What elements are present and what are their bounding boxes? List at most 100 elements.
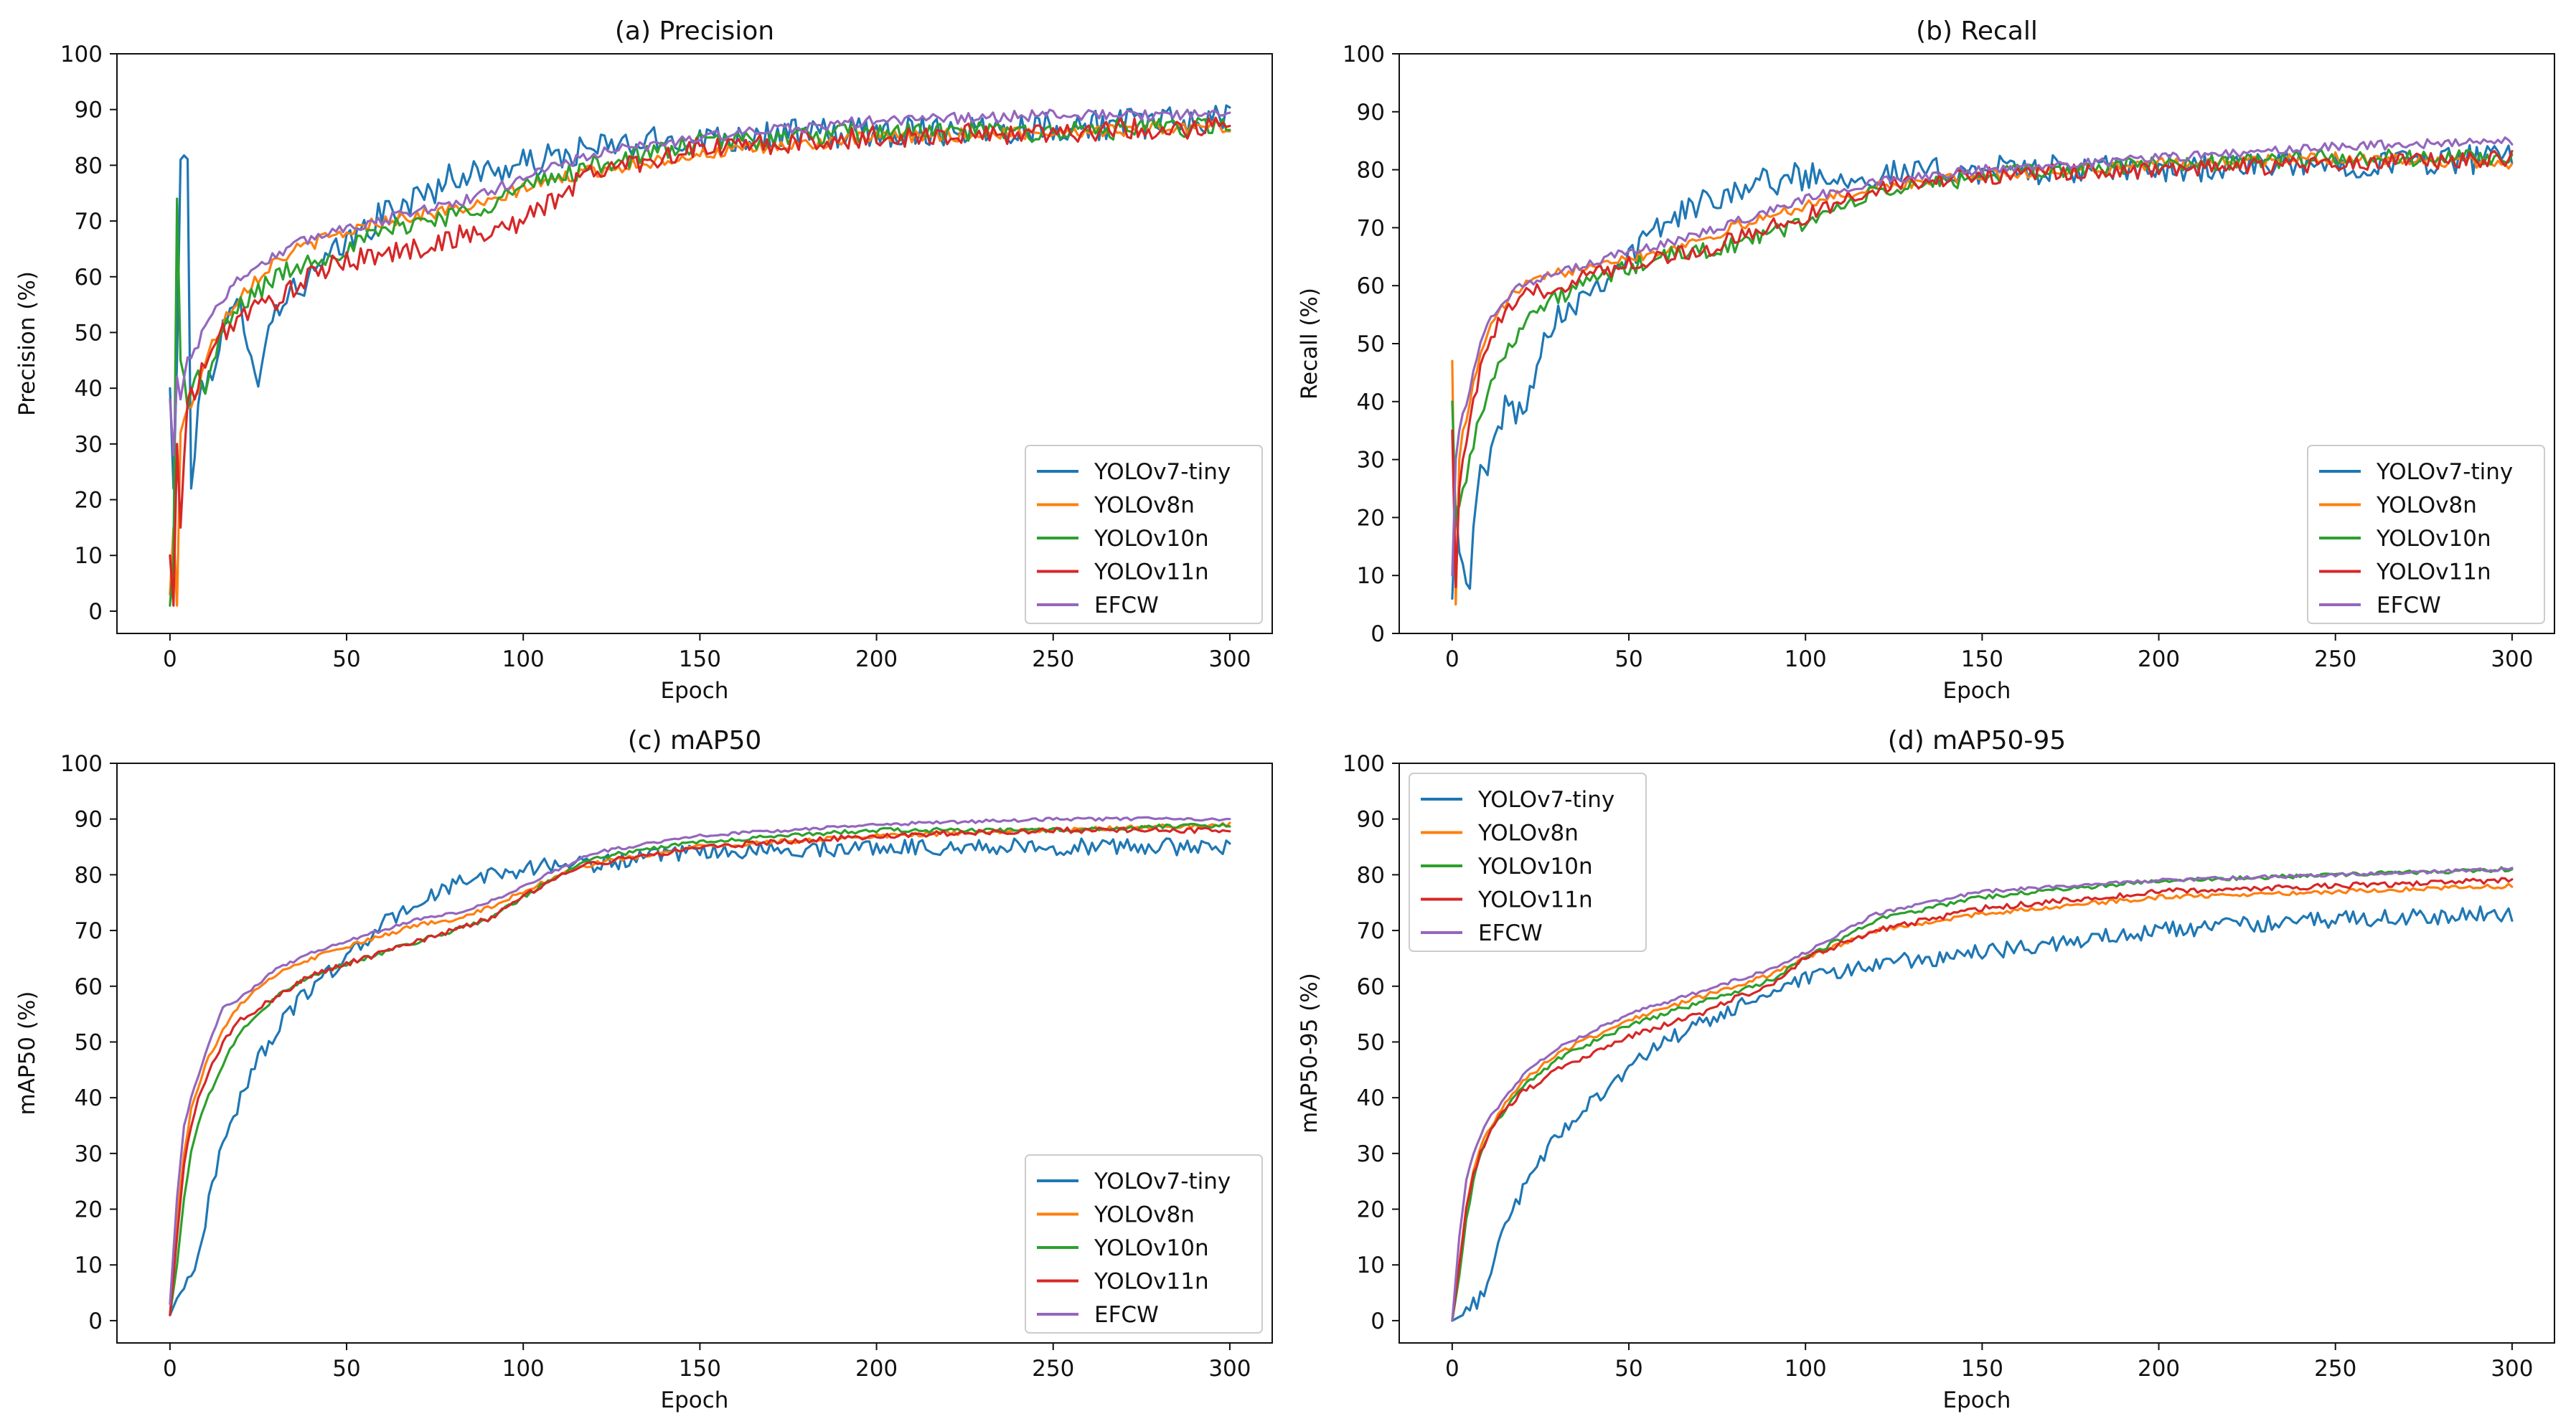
legend-box — [2307, 445, 2545, 624]
x-tick-label: 100 — [1785, 1356, 1827, 1382]
y-tick-label: 10 — [1357, 563, 1385, 589]
series-line-yolov10n — [1451, 866, 2514, 1322]
x-tick-label: 50 — [1614, 646, 1642, 672]
plot-frame — [116, 53, 1273, 634]
series-line-yolov7-tiny — [169, 104, 1231, 490]
x-tick-label: 0 — [163, 646, 177, 672]
legend: YOLOv7-tiny YOLOv8n YOLOv10n YOLOv11n EF… — [1025, 1154, 1263, 1334]
y-tick-label: 80 — [1357, 158, 1385, 184]
x-tick-label: 100 — [502, 1356, 545, 1382]
x-tick-label: 0 — [163, 1356, 177, 1382]
chart-title: (c) mAP50 — [628, 726, 762, 755]
y-tick-label: 0 — [1371, 1309, 1385, 1334]
series-line-yolov10n — [1451, 148, 2514, 519]
legend-item: YOLOv8n — [1037, 1202, 1195, 1228]
legend-item: YOLOv7-tiny — [1037, 459, 1231, 485]
legend: YOLOv7-tiny YOLOv8n YOLOv10n YOLOv11n EF… — [1025, 445, 1263, 624]
x-tick-label: 100 — [1785, 646, 1827, 672]
legend-box — [1025, 445, 1263, 624]
x-tick-label: 150 — [679, 646, 721, 672]
y-tick-label: 40 — [75, 1085, 103, 1111]
panel-map50: (c) mAP50 Epoch mAP50 (%) 0 50 100 150 200 25… — [14, 726, 1273, 1413]
x-tick-label: 150 — [679, 1356, 721, 1382]
x-tick-label: 300 — [1208, 646, 1251, 672]
y-axis-label: mAP50 (%) — [14, 991, 40, 1115]
legend-item: EFCW — [1421, 920, 1543, 946]
x-tick-label: 250 — [2314, 646, 2356, 672]
legend-label: EFCW — [1478, 920, 1543, 946]
series-line-yolov11n — [1451, 877, 2514, 1322]
y-axis-label: Precision (%) — [14, 271, 40, 416]
y-tick-label: 30 — [75, 1141, 103, 1167]
y-tick-label: 10 — [1357, 1253, 1385, 1278]
x-tick-label: 100 — [502, 646, 545, 672]
y-tick-label: 30 — [1357, 448, 1385, 473]
y-tick-label: 30 — [75, 432, 103, 458]
x-tick-label: 0 — [1445, 646, 1459, 672]
legend-item: YOLOv11n — [1037, 560, 1209, 585]
y-tick-label: 80 — [75, 153, 103, 179]
legend: YOLOv7-tiny YOLOv8n YOLOv10n YOLOv11n EF… — [1409, 773, 1647, 952]
x-tick-label: 50 — [332, 646, 360, 672]
series-line-efcw — [169, 816, 1231, 1306]
series-line-yolov10n — [169, 822, 1231, 1316]
chart-title: (b) Recall — [1916, 16, 2038, 46]
plot-frame — [116, 763, 1273, 1344]
legend-label: YOLOv10n — [1477, 854, 1593, 880]
y-tick-label: 20 — [1357, 1197, 1385, 1223]
legend-box — [1025, 1154, 1263, 1334]
legend: YOLOv7-tiny YOLOv8n YOLOv10n YOLOv11n EF… — [2307, 445, 2545, 624]
y-tick-label: 20 — [75, 1197, 103, 1223]
legend-label: YOLOv7-tiny — [1094, 459, 1231, 485]
y-tick-label: 100 — [1343, 42, 1385, 67]
y-tick-label: 70 — [75, 209, 103, 235]
legend-label: YOLOv8n — [1477, 821, 1579, 847]
y-tick-label: 80 — [1357, 862, 1385, 888]
x-tick-label: 200 — [2138, 646, 2180, 672]
legend-item: YOLOv10n — [2319, 526, 2491, 552]
series-line-yolov8n — [1451, 882, 2514, 1322]
legend-item: YOLOv8n — [1421, 821, 1579, 847]
legend-label: EFCW — [1094, 593, 1159, 618]
legend-label: YOLOv11n — [1094, 1269, 1209, 1295]
y-tick-label: 100 — [60, 42, 103, 67]
chart-title: (d) mAP50-95 — [1888, 726, 2066, 755]
legend-label: YOLOv11n — [2376, 560, 2491, 585]
legend-label: YOLOv8n — [1094, 1202, 1195, 1228]
y-tick-label: 70 — [1357, 918, 1385, 944]
panel-map50-95: (d) mAP50-95 Epoch mAP50-95 (%) 0 50 100 15… — [1297, 726, 2555, 1413]
y-tick-label: 80 — [75, 862, 103, 888]
legend-item: YOLOv7-tiny — [1037, 1169, 1231, 1194]
y-tick-label: 50 — [1357, 1029, 1385, 1055]
y-tick-label: 60 — [1357, 974, 1385, 1000]
legend-label: YOLOv11n — [1094, 560, 1209, 585]
series-line-yolov11n — [1451, 150, 2514, 588]
y-tick-label: 10 — [75, 543, 103, 569]
x-axis-label: Epoch — [661, 678, 729, 704]
legend-item: YOLOv11n — [1037, 1269, 1209, 1295]
legend-item: EFCW — [2319, 593, 2441, 618]
legend-label: EFCW — [1094, 1302, 1159, 1328]
legend-box — [1409, 773, 1647, 952]
legend-item: YOLOv7-tiny — [1421, 787, 1614, 813]
y-axis-label: Recall (%) — [1297, 288, 1322, 400]
series-group — [169, 104, 1231, 607]
legend-item: YOLOv8n — [2319, 493, 2477, 519]
series-line-yolov8n — [169, 119, 1231, 607]
x-tick-label: 50 — [332, 1356, 360, 1382]
series-line-yolov7-tiny — [169, 837, 1231, 1316]
series-line-efcw — [1451, 136, 2514, 577]
x-tick-label: 150 — [1961, 646, 2003, 672]
legend-label: YOLOv10n — [1094, 1235, 1209, 1261]
x-tick-label: 200 — [2138, 1356, 2180, 1382]
y-tick-label: 30 — [1357, 1141, 1385, 1167]
x-tick-label: 300 — [2491, 1356, 2533, 1382]
y-tick-label: 10 — [75, 1253, 103, 1278]
legend-label: YOLOv7-tiny — [1477, 787, 1614, 813]
series-group — [1451, 866, 2514, 1322]
y-tick-label: 60 — [75, 265, 103, 291]
legend-item: YOLOv11n — [2319, 560, 2491, 585]
legend-label: YOLOv11n — [1477, 887, 1593, 913]
y-tick-label: 0 — [1371, 621, 1385, 647]
